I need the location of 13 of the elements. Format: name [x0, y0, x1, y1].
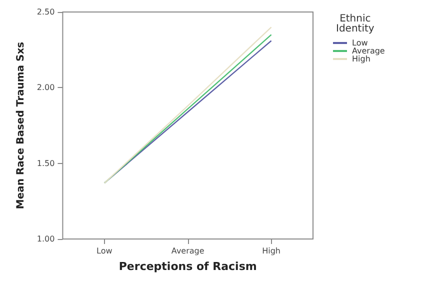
x-tick-label: Average [171, 246, 204, 256]
legend-title: Ethnic Identity [336, 14, 374, 34]
y-tick-label: 1.50 [36, 158, 55, 168]
y-tick-label: 1.00 [36, 234, 55, 244]
legend-label: Low [352, 38, 368, 48]
legend-label: High [352, 54, 370, 64]
y-axis-title: Mean Race Based Trauma Sxs [16, 42, 26, 210]
legend-label: Average [352, 46, 385, 56]
x-tick-label: High [262, 246, 280, 256]
y-tick-label: 2.00 [36, 83, 55, 92]
x-axis-title: Perceptions of Racism [118, 260, 257, 273]
x-tick-label: Low [96, 246, 113, 256]
y-tick-label: 2.50 [36, 8, 55, 16]
